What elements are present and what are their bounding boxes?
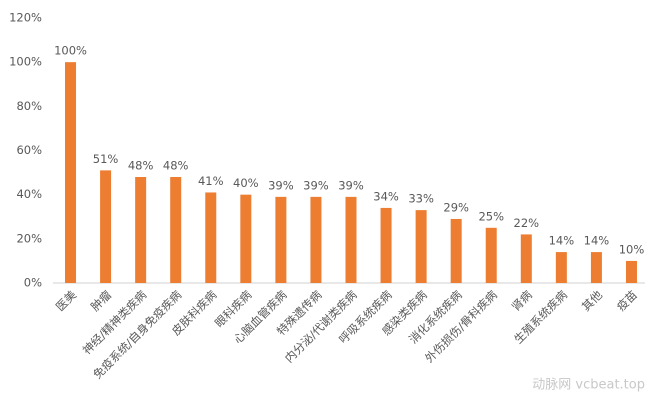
y-tick-label: 0%: [24, 276, 42, 290]
bar: [555, 252, 567, 283]
y-tick-label: 60%: [16, 143, 42, 157]
bar: [450, 218, 462, 283]
value-label: 39%: [268, 178, 294, 192]
bar: [310, 196, 322, 283]
value-label: 34%: [373, 189, 399, 203]
value-label: 25%: [478, 209, 504, 223]
value-label: 51%: [93, 152, 119, 166]
value-label: 29%: [443, 200, 469, 214]
bar: [275, 196, 287, 283]
bar: [135, 177, 147, 283]
value-label: 40%: [233, 176, 259, 190]
value-label: 33%: [408, 192, 434, 206]
y-tick-label: 80%: [16, 99, 42, 113]
x-tick-label: 其他: [579, 287, 606, 314]
value-label: 48%: [128, 159, 154, 173]
value-label: 14%: [584, 234, 610, 248]
bar: [380, 207, 392, 283]
bar: [415, 210, 427, 283]
value-label: 10%: [619, 242, 645, 256]
bar: [240, 194, 252, 283]
watermark: 动脉网 vcbeat.top: [532, 378, 645, 393]
bar: [205, 192, 217, 283]
x-tick-label: 肾病: [509, 287, 536, 314]
y-tick-label: 20%: [16, 231, 42, 245]
value-label: 100%: [54, 44, 87, 58]
x-tick-label: 肿瘤: [88, 287, 115, 314]
x-tick-label: 医美: [53, 287, 80, 314]
y-tick-label: 120%: [9, 11, 42, 25]
value-label: 39%: [303, 178, 329, 192]
x-tick-label: 疫苗: [614, 288, 640, 314]
value-label: 39%: [338, 178, 364, 192]
y-tick-label: 100%: [9, 55, 42, 69]
bar: [590, 252, 602, 283]
bar: [485, 227, 497, 283]
bar: [100, 170, 112, 283]
value-label: 48%: [163, 159, 189, 173]
bar: [625, 260, 637, 283]
value-label: 22%: [514, 216, 540, 230]
bar: [520, 234, 532, 283]
y-tick-label: 40%: [16, 187, 42, 201]
bar: [345, 196, 357, 283]
bar: [65, 62, 77, 283]
bar: [170, 177, 182, 283]
value-label: 14%: [549, 234, 575, 248]
value-label: 41%: [198, 174, 224, 188]
